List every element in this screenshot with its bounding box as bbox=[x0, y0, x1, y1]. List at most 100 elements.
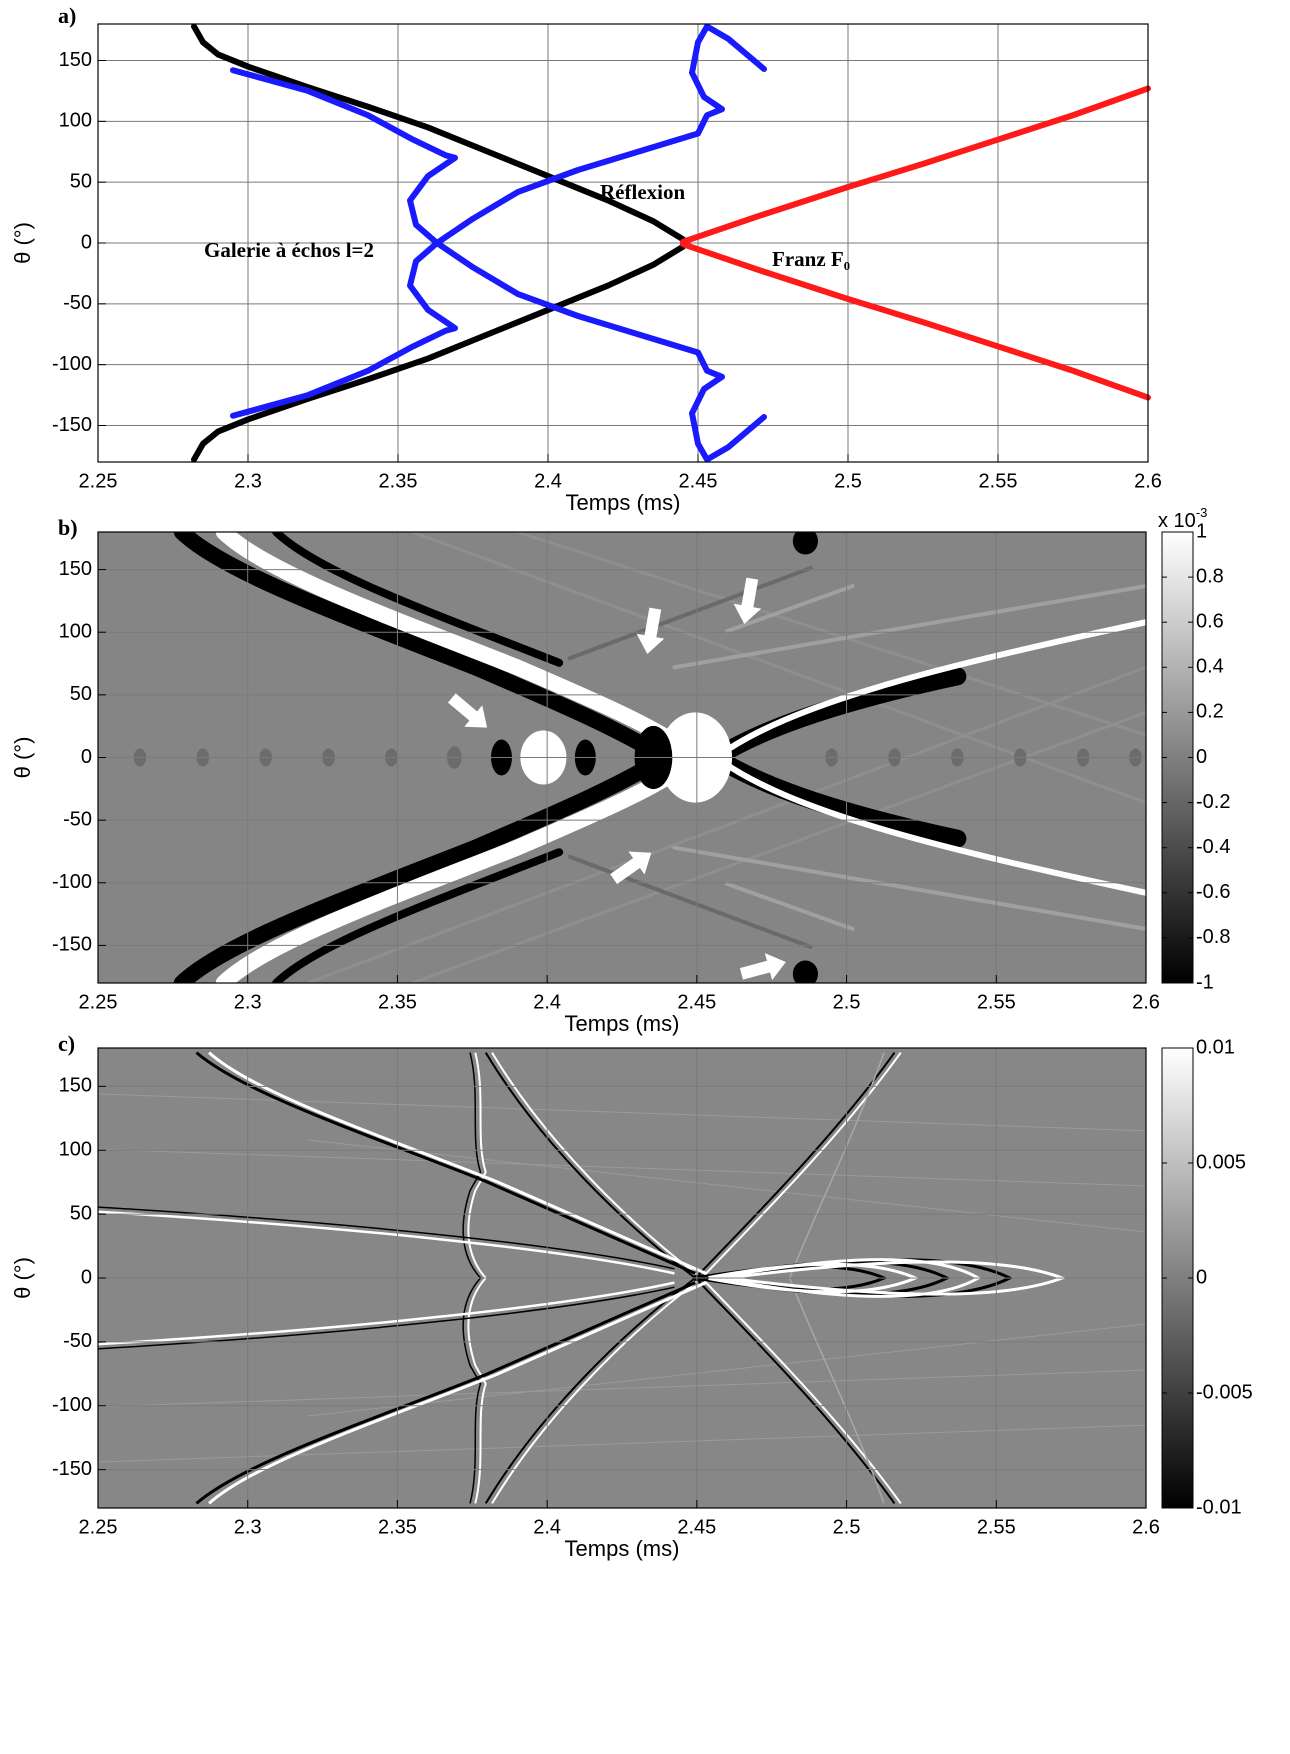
panel-label: a) bbox=[58, 3, 76, 28]
y-tick-label: 100 bbox=[59, 1139, 92, 1161]
y-tick-label: 0 bbox=[81, 231, 92, 253]
x-tick-label: 2.3 bbox=[234, 991, 262, 1013]
y-tick-label: 0 bbox=[81, 746, 92, 768]
decor bbox=[610, 855, 644, 885]
y-tick-label: 100 bbox=[59, 621, 92, 643]
arrows bbox=[447, 577, 786, 981]
multiplier-exponent: -3 bbox=[1196, 505, 1208, 520]
y-tick-label: 50 bbox=[70, 1202, 92, 1224]
annotation: Franz F₀ bbox=[772, 247, 850, 271]
decor bbox=[464, 705, 488, 728]
decor bbox=[197, 1053, 696, 1504]
decor bbox=[674, 586, 1146, 929]
decor bbox=[636, 633, 665, 654]
y-tick-label: -50 bbox=[63, 1330, 92, 1352]
data-line bbox=[191, 23, 686, 463]
x-tick-label: 2.6 bbox=[1132, 991, 1160, 1013]
x-axis-title: Temps (ms) bbox=[565, 1011, 680, 1036]
decor bbox=[447, 693, 488, 728]
y-tick-label: -150 bbox=[52, 1458, 92, 1480]
panel-label: b) bbox=[58, 515, 78, 540]
colorbar-tick-label: -0.01 bbox=[1196, 1496, 1242, 1518]
y-tick-label: -100 bbox=[52, 353, 92, 375]
x-tick-label: 2.25 bbox=[79, 991, 118, 1013]
colorbar-tick-label: 0.2 bbox=[1196, 701, 1224, 723]
x-tick-label: 2.25 bbox=[79, 470, 118, 492]
y-tick-label: -100 bbox=[52, 871, 92, 893]
x-tick-label: 2.6 bbox=[1132, 1516, 1160, 1538]
colorbar-tick-label: 0 bbox=[1196, 746, 1207, 768]
heatmap-image bbox=[98, 532, 1146, 983]
colorbar-multiplier: x 10-3 bbox=[1158, 505, 1207, 532]
decor bbox=[733, 577, 762, 624]
colorbar-tick-label: 0.6 bbox=[1196, 610, 1224, 632]
colorbar-tick-label: -0.6 bbox=[1196, 881, 1230, 903]
colorbar-tick-label: 0.01 bbox=[1196, 1036, 1235, 1058]
colorbar-tick-label: 1 bbox=[1196, 520, 1207, 542]
y-tick-label: -50 bbox=[63, 808, 92, 830]
x-tick-label: 2.4 bbox=[534, 470, 562, 492]
decor bbox=[133, 746, 1142, 769]
decor bbox=[733, 603, 762, 624]
colorbar-tick-label: 0.8 bbox=[1196, 565, 1224, 587]
x-tick-label: 2.35 bbox=[379, 470, 418, 492]
y-tick-label: -150 bbox=[52, 414, 92, 436]
data-line bbox=[230, 23, 767, 463]
colorbar-tick-label: 0 bbox=[1196, 1266, 1207, 1288]
x-tick-label: 2.3 bbox=[234, 470, 262, 492]
x-tick-label: 2.55 bbox=[977, 991, 1016, 1013]
colorbar-tick-label: -0.4 bbox=[1196, 836, 1230, 858]
x-tick-label: 2.5 bbox=[833, 1516, 861, 1538]
y-tick-label: 0 bbox=[81, 1266, 92, 1288]
x-tick-label: 2.55 bbox=[977, 1516, 1016, 1538]
x-axis-title: Temps (ms) bbox=[566, 490, 681, 515]
x-tick-label: 2.45 bbox=[677, 1516, 716, 1538]
y-axis-title: θ (°) bbox=[10, 222, 35, 264]
decor bbox=[739, 953, 786, 981]
x-tick-label: 2.25 bbox=[79, 1516, 118, 1538]
decor bbox=[716, 622, 1146, 893]
multiplier-base: x 10 bbox=[1158, 510, 1196, 532]
y-tick-label: -50 bbox=[63, 292, 92, 314]
y-tick-label: 150 bbox=[59, 49, 92, 71]
colorbar-tick-label: -1 bbox=[1196, 971, 1214, 993]
y-tick-label: 150 bbox=[59, 558, 92, 580]
x-axis-title: Temps (ms) bbox=[565, 1536, 680, 1561]
decor bbox=[643, 607, 662, 642]
decor bbox=[570, 568, 811, 947]
y-tick-label: -150 bbox=[52, 934, 92, 956]
y-axis-title: θ (°) bbox=[10, 737, 35, 779]
plot-frame bbox=[97, 1047, 1147, 1509]
decor bbox=[792, 960, 818, 983]
decor bbox=[792, 532, 818, 555]
decor bbox=[308, 532, 1146, 983]
colorbar-tick-label: 0.005 bbox=[1196, 1151, 1246, 1173]
colorbar-tick-label: -0.2 bbox=[1196, 791, 1230, 813]
plot-frame bbox=[97, 531, 1147, 984]
decor bbox=[276, 532, 559, 983]
x-tick-label: 2.6 bbox=[1134, 470, 1162, 492]
x-tick-label: 2.3 bbox=[234, 1516, 262, 1538]
x-tick-label: 2.35 bbox=[378, 1516, 417, 1538]
y-tick-label: -100 bbox=[52, 1394, 92, 1416]
decor bbox=[98, 1094, 1146, 1462]
y-tick-label: 100 bbox=[59, 110, 92, 132]
data-line bbox=[680, 85, 1151, 401]
x-tick-label: 2.4 bbox=[533, 991, 561, 1013]
y-tick-label: 150 bbox=[59, 1075, 92, 1097]
x-tick-label: 2.45 bbox=[677, 991, 716, 1013]
decor bbox=[209, 1053, 706, 1504]
colorbar-tick-label: -0.8 bbox=[1196, 926, 1230, 948]
decor bbox=[98, 1212, 674, 1344]
annotation: Galerie à échos l=2 bbox=[204, 238, 374, 262]
decor bbox=[610, 851, 652, 885]
colorbar-tick-label: 0.4 bbox=[1196, 656, 1224, 678]
plot-frame bbox=[97, 23, 1149, 463]
y-tick-label: 50 bbox=[70, 683, 92, 705]
decor bbox=[98, 1053, 1146, 1504]
x-tick-label: 2.4 bbox=[533, 1516, 561, 1538]
decor bbox=[447, 693, 481, 724]
x-tick-label: 2.55 bbox=[979, 470, 1018, 492]
